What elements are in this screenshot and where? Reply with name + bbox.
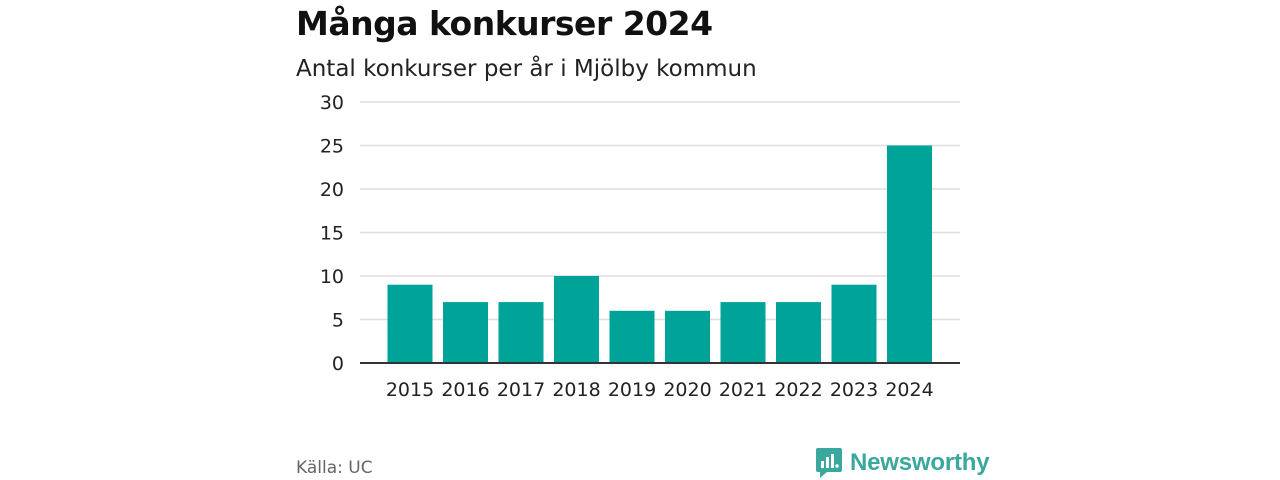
x-tick-label: 2021 [719,379,767,401]
y-tick-label: 20 [320,179,344,201]
x-tick-label: 2018 [552,379,600,401]
y-tick-label: 0 [332,353,344,375]
y-tick-label: 15 [320,223,344,245]
chart-subtitle: Antal konkurser per år i Mjölby kommun [296,56,757,82]
x-tick-label: 2022 [774,379,822,401]
bar [720,302,766,363]
bar [609,310,655,363]
bar [554,276,599,363]
newsworthy-logo-icon [816,448,842,478]
bar [387,284,433,363]
x-tick-label: 2020 [663,379,711,401]
x-tick-label: 2015 [386,379,434,401]
bar [498,302,544,363]
bar [443,302,488,363]
x-tick-label: 2016 [441,379,489,401]
chart-title: Många konkurser 2024 [296,4,713,43]
bar [831,284,877,363]
x-tick-label: 2023 [830,379,878,401]
source-note: Källa: UC [296,458,373,478]
y-tick-label: 10 [320,266,344,288]
bar [665,310,710,363]
x-tick-label: 2024 [885,379,933,401]
brand-logo: Newsworthy [815,447,990,479]
bar [887,145,932,363]
y-tick-label: 5 [332,310,344,332]
y-tick-label: 30 [320,92,344,114]
x-tick-label: 2017 [497,379,545,401]
x-tick-label: 2019 [608,379,656,401]
bar [776,302,821,363]
brand-name: Newsworthy [850,449,990,476]
y-tick-label: 25 [320,136,344,158]
